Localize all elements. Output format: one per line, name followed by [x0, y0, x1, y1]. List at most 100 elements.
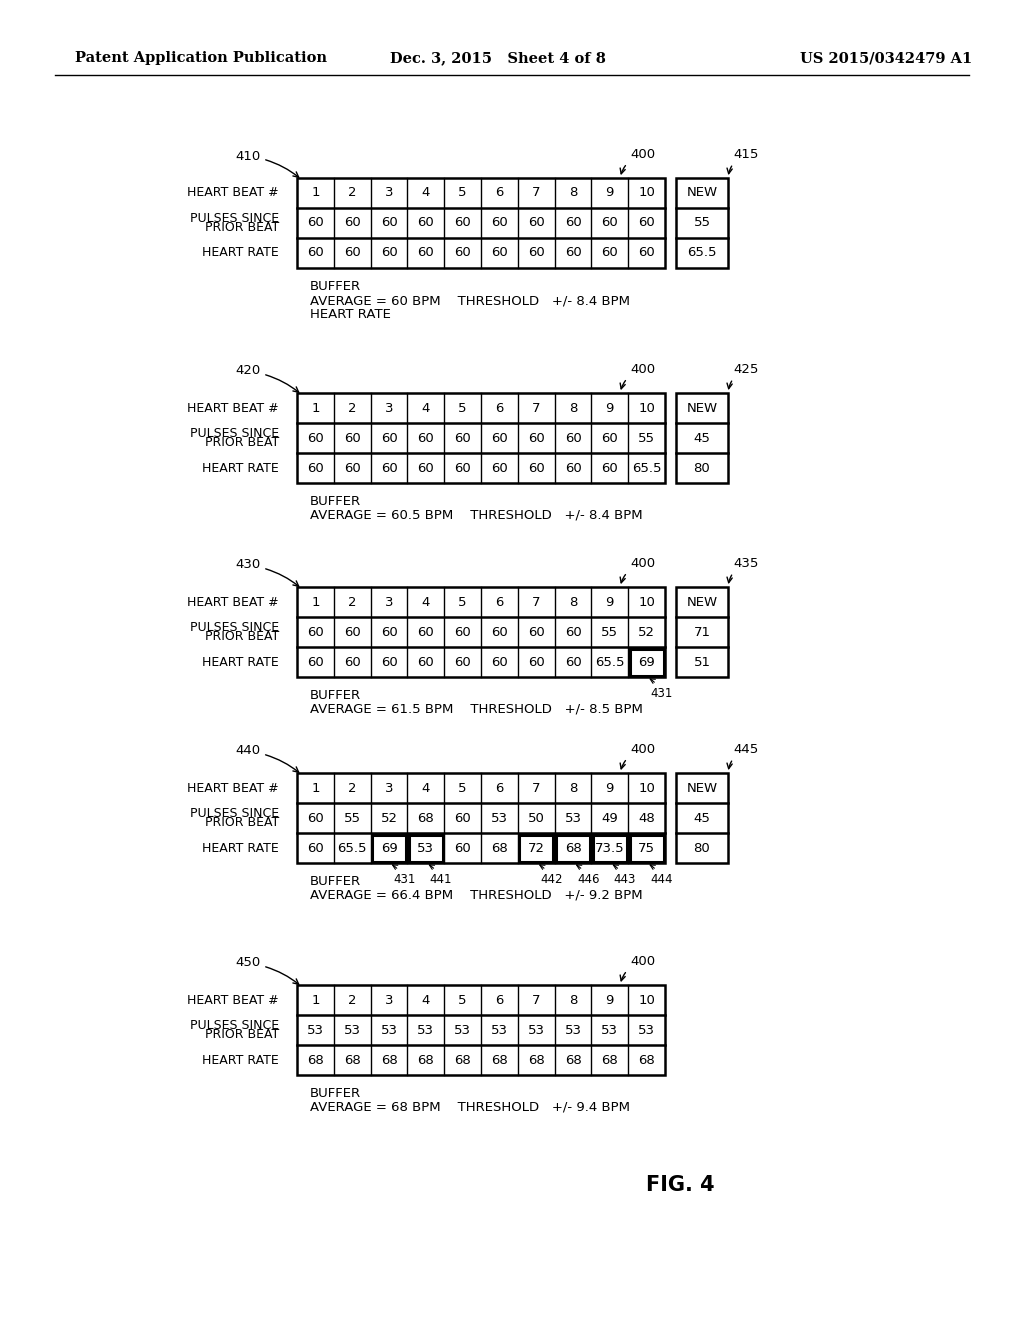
- Text: 3: 3: [385, 781, 393, 795]
- Text: HEART RATE: HEART RATE: [203, 656, 279, 668]
- Text: 60: 60: [601, 462, 618, 474]
- Text: 60: 60: [564, 247, 582, 260]
- Text: 8: 8: [568, 595, 578, 609]
- Text: 442: 442: [540, 865, 563, 886]
- Text: BUFFER: BUFFER: [310, 280, 361, 293]
- Text: NEW: NEW: [686, 781, 718, 795]
- Text: 65.5: 65.5: [338, 842, 367, 854]
- Text: 53: 53: [564, 812, 582, 825]
- Text: 60: 60: [527, 626, 545, 639]
- Text: 444: 444: [650, 865, 673, 886]
- Text: 53: 53: [307, 1023, 324, 1036]
- Text: 6: 6: [496, 781, 504, 795]
- Text: 68: 68: [418, 812, 434, 825]
- Text: 60: 60: [344, 656, 360, 668]
- Text: 4: 4: [422, 781, 430, 795]
- Text: 7: 7: [531, 595, 541, 609]
- Text: 435: 435: [727, 557, 759, 582]
- Text: NEW: NEW: [686, 401, 718, 414]
- Text: 410: 410: [234, 149, 299, 177]
- Text: 400: 400: [621, 557, 655, 583]
- Text: 60: 60: [455, 842, 471, 854]
- Bar: [297, 393, 665, 483]
- Text: 415: 415: [727, 148, 759, 174]
- Text: 60: 60: [344, 247, 360, 260]
- Text: 7: 7: [531, 186, 541, 199]
- Text: 3: 3: [385, 186, 393, 199]
- Text: 60: 60: [492, 656, 508, 668]
- Text: HEART BEAT #: HEART BEAT #: [187, 781, 279, 795]
- Text: 60: 60: [455, 216, 471, 230]
- Text: PRIOR BEAT: PRIOR BEAT: [205, 1028, 279, 1041]
- Text: 6: 6: [496, 595, 504, 609]
- Bar: [519, 834, 553, 862]
- Text: 60: 60: [564, 656, 582, 668]
- Text: 60: 60: [307, 842, 324, 854]
- Text: 68: 68: [492, 842, 508, 854]
- Text: 60: 60: [527, 247, 545, 260]
- Text: Patent Application Publication: Patent Application Publication: [75, 51, 327, 65]
- Text: 7: 7: [531, 994, 541, 1006]
- Text: 69: 69: [381, 842, 397, 854]
- Text: 9: 9: [605, 186, 614, 199]
- Text: 55: 55: [638, 432, 655, 445]
- Text: 68: 68: [418, 1053, 434, 1067]
- Text: 65.5: 65.5: [632, 462, 662, 474]
- Text: 53: 53: [454, 1023, 471, 1036]
- Text: 60: 60: [564, 216, 582, 230]
- Text: 10: 10: [638, 401, 655, 414]
- Text: 400: 400: [621, 148, 655, 174]
- Text: 446: 446: [577, 865, 599, 886]
- Text: 68: 68: [381, 1053, 397, 1067]
- Text: 60: 60: [418, 462, 434, 474]
- Text: 65.5: 65.5: [595, 656, 625, 668]
- Text: 441: 441: [429, 865, 453, 886]
- Text: 53: 53: [527, 1023, 545, 1036]
- Text: AVERAGE = 60 BPM    THRESHOLD   +/- 8.4 BPM: AVERAGE = 60 BPM THRESHOLD +/- 8.4 BPM: [310, 294, 630, 308]
- Bar: [372, 834, 406, 862]
- Text: 4: 4: [422, 186, 430, 199]
- Text: 10: 10: [638, 595, 655, 609]
- Bar: [297, 985, 665, 1074]
- Text: 60: 60: [344, 462, 360, 474]
- Text: AVERAGE = 60.5 BPM    THRESHOLD   +/- 8.4 BPM: AVERAGE = 60.5 BPM THRESHOLD +/- 8.4 BPM: [310, 510, 643, 521]
- Text: 60: 60: [381, 247, 397, 260]
- Text: 60: 60: [492, 462, 508, 474]
- Text: HEART BEAT #: HEART BEAT #: [187, 595, 279, 609]
- Text: 9: 9: [605, 994, 614, 1006]
- Text: 420: 420: [234, 364, 299, 392]
- Bar: [676, 178, 728, 268]
- Text: 60: 60: [527, 216, 545, 230]
- Text: HEART BEAT #: HEART BEAT #: [187, 994, 279, 1006]
- Text: 68: 68: [564, 1053, 582, 1067]
- Text: 9: 9: [605, 595, 614, 609]
- Text: 55: 55: [601, 626, 618, 639]
- Text: 68: 68: [455, 1053, 471, 1067]
- Text: 2: 2: [348, 994, 356, 1006]
- Text: 2: 2: [348, 401, 356, 414]
- Text: 60: 60: [418, 247, 434, 260]
- Text: 7: 7: [531, 401, 541, 414]
- Text: 6: 6: [496, 994, 504, 1006]
- Text: PULSES SINCE: PULSES SINCE: [189, 426, 279, 440]
- Text: 3: 3: [385, 994, 393, 1006]
- Text: 65.5: 65.5: [687, 247, 717, 260]
- Text: 60: 60: [307, 216, 324, 230]
- Text: BUFFER: BUFFER: [310, 875, 361, 888]
- Text: US 2015/0342479 A1: US 2015/0342479 A1: [800, 51, 972, 65]
- Text: 9: 9: [605, 781, 614, 795]
- Text: 440: 440: [234, 744, 299, 772]
- Text: PRIOR BEAT: PRIOR BEAT: [205, 436, 279, 449]
- Text: 1: 1: [311, 994, 319, 1006]
- Text: 443: 443: [613, 865, 636, 886]
- Text: FIG. 4: FIG. 4: [646, 1175, 715, 1195]
- Text: 75: 75: [638, 842, 655, 854]
- Text: HEART RATE: HEART RATE: [203, 462, 279, 474]
- Text: 2: 2: [348, 781, 356, 795]
- Text: 400: 400: [621, 954, 655, 981]
- Text: AVERAGE = 68 BPM    THRESHOLD   +/- 9.4 BPM: AVERAGE = 68 BPM THRESHOLD +/- 9.4 BPM: [310, 1101, 630, 1114]
- Text: 60: 60: [455, 656, 471, 668]
- Text: 60: 60: [344, 216, 360, 230]
- Text: 60: 60: [455, 626, 471, 639]
- Text: 60: 60: [455, 462, 471, 474]
